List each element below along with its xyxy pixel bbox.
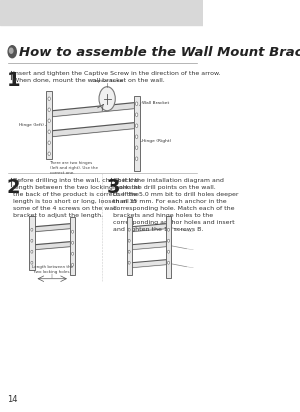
Bar	[46, 91, 52, 159]
Bar	[0, 0, 203, 25]
Text: 2: 2	[7, 178, 20, 197]
Circle shape	[48, 119, 50, 122]
Circle shape	[71, 230, 74, 233]
Bar	[134, 96, 140, 171]
Text: Length between the
two locking holes: Length between the two locking holes	[32, 265, 73, 274]
Circle shape	[135, 124, 138, 128]
Circle shape	[48, 141, 50, 145]
Circle shape	[135, 113, 138, 117]
Circle shape	[135, 146, 138, 150]
Circle shape	[167, 239, 169, 242]
Circle shape	[71, 263, 74, 266]
Text: 3: 3	[107, 178, 121, 197]
Circle shape	[167, 228, 169, 231]
Circle shape	[135, 135, 138, 138]
Circle shape	[71, 241, 74, 244]
Circle shape	[128, 261, 130, 264]
Circle shape	[167, 261, 169, 264]
Circle shape	[135, 157, 138, 161]
Circle shape	[99, 87, 115, 111]
Text: Check the installation diagram and
mark the drill points on the wall.
Use the 5.: Check the installation diagram and mark …	[113, 178, 239, 232]
Circle shape	[128, 250, 130, 253]
Circle shape	[128, 239, 130, 242]
Text: Insert and tighten the Captive Screw in the direction of the arrow.
When done, m: Insert and tighten the Captive Screw in …	[13, 71, 220, 83]
Text: Wall Bracket: Wall Bracket	[142, 101, 169, 105]
Circle shape	[71, 252, 74, 255]
Polygon shape	[131, 224, 166, 232]
Polygon shape	[34, 242, 70, 250]
Circle shape	[48, 152, 50, 155]
Circle shape	[31, 228, 33, 231]
Bar	[127, 217, 131, 275]
Text: Before drilling into the wall, check if the
length between the two locking holes: Before drilling into the wall, check if …	[13, 178, 140, 218]
Circle shape	[31, 250, 33, 253]
Text: 14: 14	[7, 395, 17, 404]
Text: There are two hinges
(left and right). Use the
correct one.: There are two hinges (left and right). U…	[50, 161, 98, 175]
Text: Hinge (Right): Hinge (Right)	[142, 139, 171, 143]
Text: How to assemble the Wall Mount Bracket: How to assemble the Wall Mount Bracket	[19, 46, 300, 59]
Polygon shape	[52, 103, 134, 117]
Bar	[166, 216, 171, 278]
Circle shape	[48, 108, 50, 112]
Circle shape	[48, 130, 50, 133]
Circle shape	[135, 102, 138, 105]
Polygon shape	[34, 224, 70, 232]
Circle shape	[31, 261, 33, 264]
Bar	[29, 216, 34, 270]
Circle shape	[31, 239, 33, 242]
Circle shape	[128, 228, 130, 231]
Circle shape	[8, 46, 16, 58]
Polygon shape	[131, 260, 166, 268]
Polygon shape	[52, 123, 134, 137]
Circle shape	[167, 250, 169, 253]
Text: Captive Screw: Captive Screw	[92, 79, 123, 83]
Text: Hinge (left): Hinge (left)	[19, 123, 44, 127]
Circle shape	[48, 97, 50, 101]
Circle shape	[10, 48, 13, 53]
Text: 1: 1	[7, 71, 20, 90]
Polygon shape	[131, 242, 166, 250]
Bar	[70, 217, 75, 275]
